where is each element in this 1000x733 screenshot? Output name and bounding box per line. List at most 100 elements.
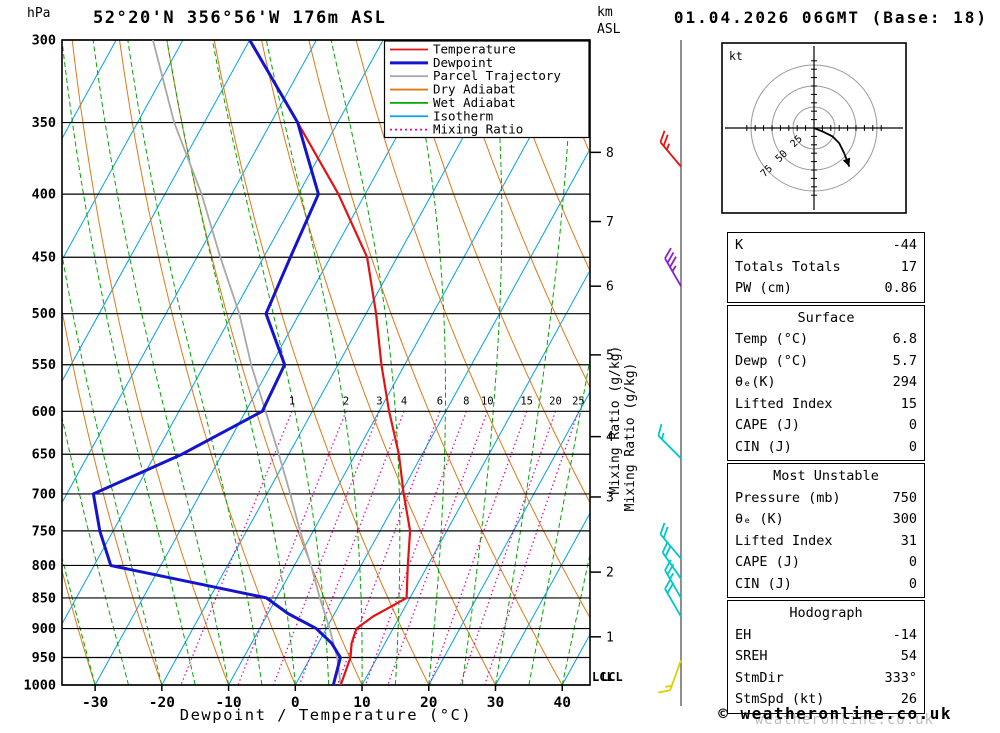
isotherm-line [361,269,590,685]
index-row: Totals Totals 17 [735,257,917,279]
index-row: Pressure (mb) 750 [735,488,917,510]
index-value: 54 [900,648,917,664]
mixing-ratio-value: 20 [549,395,562,407]
hodograph-unit-label: kt [729,49,743,63]
pressure-tick-label: 800 [32,558,56,574]
index-row: CIN (J) 0 [735,437,917,459]
watermark-text: weatheronline.co.uk [754,712,934,728]
pressure-tick-label: 400 [32,187,56,203]
index-value: 5.7 [892,352,917,369]
dry-adiabat-line [119,40,296,685]
legend-label: Isotherm [433,108,493,123]
wet-adiabat-line [92,40,230,685]
temp-tick-label: 10 [353,695,370,711]
index-row: K -44 [735,235,917,257]
wet-adiabat-line [211,40,330,685]
isotherm-line [228,40,584,685]
wind-barb [657,423,682,459]
index-value: 31 [900,532,917,549]
isotherm-line [62,40,384,625]
temp-tick-label: 40 [553,695,570,711]
indices-panel: K -44 Totals Totals 17 PW (cm) 0.86 Surface Tem… [727,232,925,716]
km-tick-label: 1 [606,630,614,645]
wet-adiabat-line [62,555,96,685]
pressure-tick-label: 300 [32,33,56,49]
index-value: 333° [884,669,917,686]
wet-adiabat-line [0,40,28,685]
legend-label: Dewpoint [433,55,493,70]
asl-label: ASL [597,22,621,37]
wind-barb [659,130,682,168]
wet-adiabat-line [62,251,163,685]
km-label: km [597,5,613,20]
pressure-tick-label: 1000 [23,678,56,694]
dry-adiabat-line [0,40,28,685]
copyright-text: © weatheronline.co.uk [718,704,952,723]
pressure-tick-label: 550 [32,357,56,373]
mixing-ratio-axis-label: Mixing Ratio (g/kg) [623,363,638,512]
index-label: StmSpd (kt) [735,691,825,707]
mixing-ratio-line [272,411,380,685]
index-row: θₑ(K) 294 [735,372,917,394]
index-value: 0.86 [884,280,917,296]
km-tick-label: 4 [606,430,614,445]
index-row: Temp (°C) 6.8 [735,329,917,351]
pressure-tick-label: 900 [32,621,56,637]
temperature-curve [248,40,412,685]
sounding-curves [91,40,412,685]
page-title: 52°20'N 356°56'W 176m ASL [93,8,387,28]
index-table: K -44 Totals Totals 17 PW (cm) 0.86 [727,232,925,303]
mixing-ratio-value: 2 [343,395,349,407]
isotherm-line [62,40,317,504]
index-row: Lifted Index 31 [735,531,917,553]
legend-label: Parcel Trajectory [433,68,561,83]
km-tick-label: 7 [606,215,614,230]
legend-label: Wet Adiabat [433,95,516,110]
pressure-tick-label: 450 [32,250,56,266]
km-tick-label: 3 [606,490,614,505]
index-label: SREH [735,648,768,664]
lcl-label: LCL [592,670,614,684]
index-label: Temp (°C) [735,331,809,347]
index-label: CAPE (J) [735,417,801,433]
index-value: 15 [900,395,917,412]
mixing-ratio-value: 1 [289,395,295,407]
index-value: 300 [892,511,917,527]
mixing-ratio-line [459,411,557,685]
legend-label: Mixing Ratio [433,122,523,137]
plot-frame [61,39,591,686]
temp-tick-label: -20 [149,695,175,711]
index-label: PW (cm) [735,280,792,296]
index-value: 750 [892,489,917,506]
datetime-label: 01.04.2026 06GMT (Base: 18) [673,8,988,27]
dewpoint-curve [91,40,342,685]
wind-barb-column [657,40,682,706]
pressure-tick-label: 750 [32,523,56,539]
index-label: Lifted Index [735,532,833,549]
km-tick-label: 2 [606,566,614,581]
isotherm-line [294,148,590,685]
isotherm-line [94,40,451,685]
legend-label: Temperature [433,42,516,57]
index-label: StmDir [735,669,784,686]
lcl-label-shadow: LCL [601,670,623,684]
index-table-title: Surface [797,309,855,326]
dry-adiabat-line [62,568,96,685]
index-row: EH -14 [735,625,917,647]
skewt-diagram: 1 2 3 4 6 8 10 15 20 2530035040045050055060065070… [0,33,682,724]
index-label: Dewp (°C) [735,352,809,369]
isotherm-line [161,40,518,685]
temp-tick-label: 30 [487,695,504,711]
dry-adiabat-line [497,40,590,273]
index-table-title: Hodograph [789,605,863,621]
index-row: CAPE (J) 0 [735,552,917,574]
km-tick-label: 6 [606,280,614,295]
temp-tick-label: -10 [215,695,241,711]
wet-adiabat-line [62,414,129,685]
index-label: CAPE (J) [735,554,801,570]
mixing-ratio-line [237,411,347,685]
isotherm-line [428,390,590,685]
wind-barb [664,247,682,287]
pressure-tick-label: 850 [32,590,56,606]
index-row: SREH 54 [735,646,917,668]
